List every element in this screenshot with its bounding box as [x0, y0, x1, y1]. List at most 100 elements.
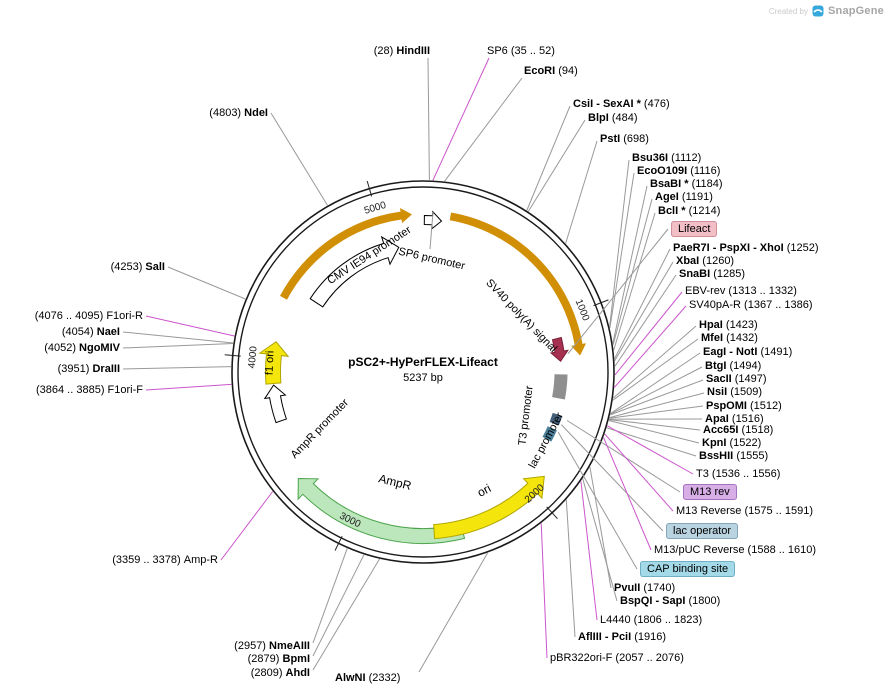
leader-line-kpni — [608, 420, 700, 444]
leader-line-l4440 — [580, 481, 598, 621]
site-label-ecori[interactable]: EcoRI (94) — [524, 64, 578, 78]
primer-label-pbr322ori-f[interactable]: pBR322ori-F (2057 .. 2076) — [550, 651, 684, 665]
site-label-kpni[interactable]: KpnI (1522) — [702, 436, 761, 450]
ori-arrow[interactable] — [433, 475, 545, 540]
site-label-agei[interactable]: AgeI (1191) — [655, 190, 713, 204]
site-label-ngomiv[interactable]: (4052) NgoMIV — [44, 341, 120, 355]
site-label-hpai[interactable]: HpaI (1423) — [699, 318, 758, 332]
site-label-btgi[interactable]: BtgI (1494) — [705, 359, 761, 373]
leader-line-m13-puc-reverse — [603, 437, 652, 551]
leader-line-eagi-noti — [610, 352, 701, 414]
site-position: (2879) — [247, 653, 280, 665]
site-label-csii-sexai[interactable]: CsiI - SexAI * (476) — [573, 97, 670, 111]
leader-line-m13-reverse — [604, 433, 674, 512]
primer-label-amp-r[interactable]: (3359 .. 3378) Amp-R — [112, 553, 218, 567]
primer-label-m13-reverse[interactable]: M13 Reverse (1575 .. 1591) — [676, 504, 813, 518]
site-label-afliii-pcii[interactable]: AflIII - PciI (1916) — [578, 630, 666, 644]
feature-label-ampr[interactable]: AmpR — [377, 471, 413, 493]
cmv-ie94-promoter-arrow[interactable] — [309, 235, 400, 308]
leader-line-nsii — [609, 392, 705, 419]
feature-label-ampr-promoter[interactable]: AmpR promoter — [289, 397, 352, 461]
site-label-nmeaiii[interactable]: (2957) NmeAIII — [234, 639, 310, 653]
gray-feature-box[interactable] — [552, 374, 568, 400]
site-label-ecoo109i[interactable]: EcoO109I (1116) — [637, 164, 720, 178]
site-position: (3951) — [57, 363, 90, 375]
feature-badge-cap-binding-site[interactable]: CAP binding site — [640, 561, 736, 577]
primer-label-sp6-primer[interactable]: SP6 (35 .. 52) — [487, 44, 555, 58]
site-label-blpi[interactable]: BlpI (484) — [588, 111, 638, 125]
site-position: (1806 .. 1823) — [633, 614, 703, 626]
site-label-bcli[interactable]: BclI * (1214) — [658, 204, 720, 218]
site-label-bspqi-sapi[interactable]: BspQI - SapI (1800) — [620, 594, 720, 608]
leader-line-bsu36i — [609, 159, 630, 328]
leader-line-pspomi — [609, 405, 704, 419]
feature-label-sv40-polya-signal[interactable]: SV40 poly(A) signal — [483, 277, 559, 355]
primer-label-l4440[interactable]: L4440 (1806 .. 1823) — [600, 613, 702, 627]
site-label-pvuii[interactable]: PvuII (1740) — [614, 581, 675, 595]
feature-label-lac-promoter[interactable]: lac promoter — [527, 410, 566, 470]
leader-line-sacii — [609, 379, 704, 416]
ampr-promoter-arrow[interactable] — [263, 384, 288, 424]
site-label-bpmi[interactable]: (2879) BpmI — [248, 652, 310, 666]
sp6-promoter-arrow[interactable] — [423, 210, 443, 230]
feature-badge-m13-rev[interactable]: M13 rev — [683, 484, 737, 500]
misc-feature-arc-left[interactable] — [280, 208, 412, 300]
site-label-bsu36i[interactable]: Bsu36I (1112) — [632, 151, 701, 165]
feature-label-t3-promoter[interactable]: T3 promoter — [516, 385, 535, 446]
f1-ori-arrow[interactable] — [258, 341, 290, 385]
site-name: BspQI - SapI — [620, 595, 686, 607]
watermark-created-by-text: Created by — [768, 6, 808, 16]
site-label-pspomi[interactable]: PspOMI (1512) — [706, 399, 782, 413]
primer-label-f1ori-r[interactable]: (4076 .. 4095) F1ori-R — [35, 309, 143, 323]
leader-line-afliii-pcii — [565, 499, 576, 638]
tick-mark-4000 — [224, 354, 241, 357]
site-name: SnaBI — [679, 268, 711, 280]
site-label-naei[interactable]: (4054) NaeI — [62, 325, 120, 339]
site-name: BsaBI * — [650, 178, 689, 190]
site-label-psti[interactable]: PstI (698) — [600, 132, 649, 146]
site-label-mfei[interactable]: MfeI (1432) — [701, 331, 758, 345]
site-label-draiii[interactable]: (3951) DraIII — [58, 362, 120, 376]
primer-label-m13-puc-reverse[interactable]: M13/pUC Reverse (1588 .. 1610) — [654, 543, 816, 557]
feature-label-ori[interactable]: ori — [475, 481, 493, 500]
site-name: NaeI — [96, 326, 120, 338]
site-label-apai[interactable]: ApaI (1516) — [705, 412, 764, 426]
site-name: T3 — [696, 468, 709, 480]
primer-label-t3-primer[interactable]: T3 (1536 .. 1556) — [696, 467, 780, 481]
feature-badge-lac-operator[interactable]: lac operator — [666, 523, 739, 539]
site-name: DraIII — [92, 363, 120, 375]
leader-line-pbr322ori-f — [540, 523, 548, 659]
site-name: BclI * — [658, 205, 686, 217]
site-position: (1588 .. 1610) — [747, 544, 817, 556]
site-position: (2057 .. 2076) — [615, 652, 684, 664]
site-label-hindiii[interactable]: (28) HindIII — [374, 44, 430, 58]
primer-label-f1ori-f[interactable]: (3864 .. 3885) F1ori-F — [36, 383, 143, 397]
site-label-acc65i[interactable]: Acc65I (1518) — [703, 423, 773, 437]
primer-label-sv40pa-r[interactable]: SV40pA-R (1367 .. 1386) — [689, 298, 813, 312]
site-name: PaeR7I - PspXI - XhoI — [673, 242, 784, 254]
site-label-eagi-noti[interactable]: EagI - NotI (1491) — [703, 345, 792, 359]
site-label-nsii[interactable]: NsiI (1509) — [707, 385, 762, 399]
lifeact-feature-arrow[interactable] — [549, 336, 569, 362]
site-label-sacii[interactable]: SacII (1497) — [706, 372, 767, 386]
site-label-bsshii[interactable]: BssHII (1555) — [699, 449, 768, 463]
feature-label-f1-ori[interactable]: f1 ori — [264, 350, 277, 375]
site-label-snabi[interactable]: SnaBI (1285) — [679, 267, 745, 281]
leader-line-ecoo109i — [609, 172, 635, 328]
leader-line-amp-r — [220, 491, 274, 561]
misc-feature-arc-right[interactable] — [449, 212, 587, 356]
site-label-sali[interactable]: (4253) SalI — [111, 260, 165, 274]
site-label-bsabi[interactable]: BsaBI * (1184) — [650, 177, 723, 191]
site-label-ahdi[interactable]: (2809) AhdI — [251, 666, 310, 680]
site-label-ndei[interactable]: (4803) NdeI — [209, 106, 268, 120]
site-label-alwni[interactable]: AlwNI (2332) — [335, 671, 400, 685]
site-position: (1512) — [750, 400, 782, 412]
leader-line-snabi — [614, 274, 677, 367]
site-label-xbai[interactable]: XbaI (1260) — [676, 254, 734, 268]
lac-operator-box[interactable] — [549, 412, 563, 426]
feature-badge-lifeact[interactable]: Lifeact — [671, 221, 718, 237]
primer-label-ebv-rev[interactable]: EBV-rev (1313 .. 1332) — [685, 284, 797, 298]
site-label-paer7i-pspxi-xhoi[interactable]: PaeR7I - PspXI - XhoI (1252) — [673, 241, 819, 255]
feature-label-sp6-promoter[interactable]: SP6 promoter — [397, 246, 466, 273]
cap-binding-site-box[interactable] — [542, 426, 557, 442]
